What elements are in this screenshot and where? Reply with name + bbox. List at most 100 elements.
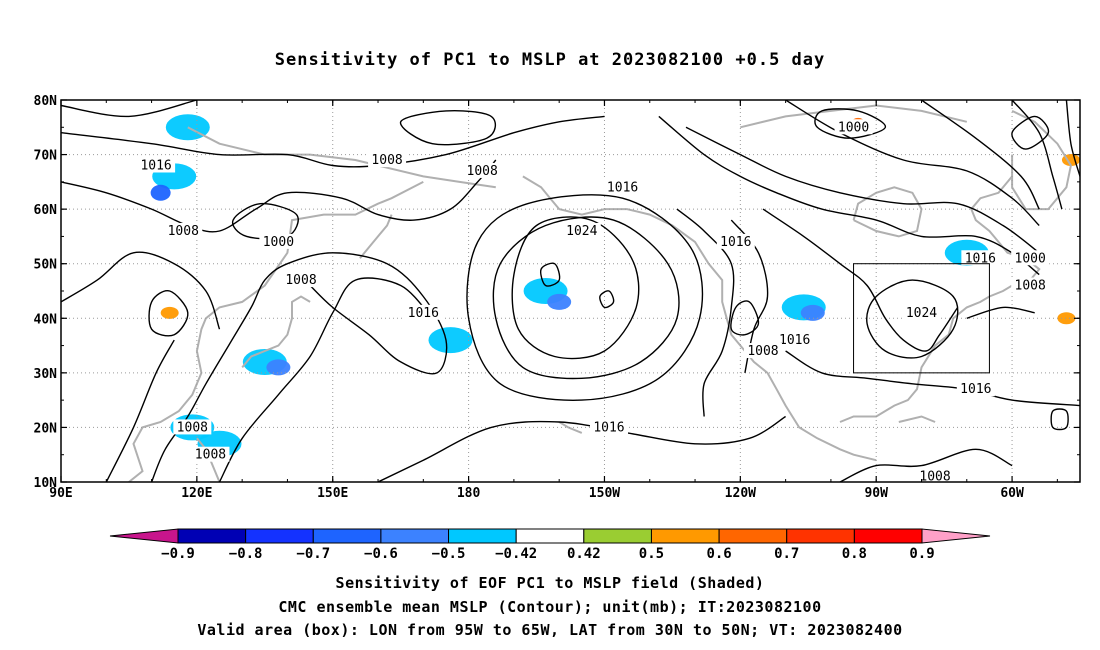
colorbar: −0.9 −0.8 −0.7 −0.6 −0.5 −0.42 0.42 0.5 0.6 0.7 0.… xyxy=(109,528,991,562)
contour-label-bg xyxy=(603,179,642,195)
mslp-contour-line xyxy=(685,126,1040,254)
valid-area-box xyxy=(853,263,990,374)
mslp-contour-line xyxy=(676,208,735,417)
colorbar-label: 0.8 xyxy=(842,546,867,562)
shaded-region xyxy=(150,184,171,201)
mslp-contour-line xyxy=(61,100,198,118)
contour-label: 1008 xyxy=(285,273,316,288)
colorbar-label: 0.6 xyxy=(706,546,731,562)
colorbar-label: −0.8 xyxy=(229,546,263,562)
y-tick-label: 50N xyxy=(34,258,58,273)
footer-line-3: Valid area (box): LON from 95W to 65W, L… xyxy=(197,621,903,639)
plot-background xyxy=(61,100,1080,482)
mslp-contour-line xyxy=(540,262,561,287)
colorbar-label: −0.42 xyxy=(495,546,537,562)
contour-label-bg xyxy=(562,222,601,238)
x-tick-label: 90E xyxy=(49,486,72,501)
mslp-contour-line xyxy=(218,277,433,482)
coastline-segment xyxy=(740,104,968,129)
contour-label-bg xyxy=(902,304,941,320)
colorbar-label: 0.9 xyxy=(909,546,934,562)
contour-label: 1008 xyxy=(919,470,950,485)
y-tick-label: 70N xyxy=(34,149,58,164)
mslp-contour-line xyxy=(1065,100,1080,177)
shaded-region xyxy=(1057,312,1076,325)
mslp-contour-line xyxy=(814,108,886,139)
mslp-contour-line xyxy=(966,306,1035,319)
mslp-contour-line xyxy=(231,202,299,240)
contour-label: 1016 xyxy=(607,180,638,195)
shaded-region xyxy=(800,304,825,321)
contour-label-bg xyxy=(164,222,203,238)
y-tick-label: 30N xyxy=(34,367,58,382)
contour-label-bg xyxy=(716,233,755,249)
colorbar-label: −0.9 xyxy=(161,546,195,562)
contour-label: 1008 xyxy=(371,153,402,168)
shaded-region xyxy=(428,327,473,354)
mslp-contour-line xyxy=(150,252,448,482)
colorbar-box xyxy=(718,528,788,544)
mslp-contour-line xyxy=(658,115,1040,276)
colorbar-label: −0.6 xyxy=(364,546,398,562)
chart-title: Sensitivity of PC1 to MSLP at 2023082100… xyxy=(274,50,826,70)
footer-line-1: Sensitivity of EOF PC1 to MSLP field (Sh… xyxy=(335,574,765,592)
x-tick-label: 150E xyxy=(317,486,348,501)
contour-label: 1008 xyxy=(747,344,778,359)
contour-label: 1016 xyxy=(140,158,171,173)
coastline-segment xyxy=(205,181,424,320)
coastline-segment xyxy=(839,175,1041,423)
contour-label-bg xyxy=(961,250,1000,266)
contour-label-bg xyxy=(368,152,407,168)
contour-label: 1008 xyxy=(195,448,226,463)
axis-ticks: 90E 120E 150E 180 150W 120W 90W 60W 10N 20N 30N 40N… xyxy=(34,94,1080,501)
contour-label: 1016 xyxy=(965,251,996,266)
mslp-contour-line xyxy=(511,216,640,360)
x-tick-label: 120W xyxy=(725,486,756,501)
x-tick-label: 150W xyxy=(589,486,620,501)
y-tick-label: 20N xyxy=(34,421,58,436)
mslp-contour-line xyxy=(377,415,786,482)
mslp-contour-line xyxy=(492,216,680,380)
contour-label-bg xyxy=(743,343,782,359)
contour-label-bg xyxy=(191,446,230,462)
contour-label: 1016 xyxy=(960,382,991,397)
colorbar-box xyxy=(853,528,923,544)
contour-label: 1016 xyxy=(593,420,624,435)
colorbar-label: 0.5 xyxy=(639,546,664,562)
mslp-contour-line xyxy=(921,100,1040,210)
contour-label-bg xyxy=(282,272,321,288)
mslp-contour-line xyxy=(399,109,497,146)
colorbar-box xyxy=(380,528,450,544)
colorbar-box xyxy=(650,528,720,544)
mslp-contour-line xyxy=(61,115,605,168)
x-tick-label: 120E xyxy=(181,486,212,501)
mslp-contour-line xyxy=(730,300,760,336)
x-tick-label: 60W xyxy=(1000,486,1024,501)
y-tick-label: 60N xyxy=(34,203,58,218)
mslp-contour-line xyxy=(762,208,959,352)
contour-label: 1024 xyxy=(566,224,597,239)
mslp-contour-line xyxy=(866,279,959,359)
contour-label: 1000 xyxy=(838,120,869,135)
mslp-contour-line xyxy=(1050,408,1069,431)
contour-label-bg xyxy=(1011,277,1050,293)
mslp-contour-line xyxy=(466,194,704,401)
mslp-contour-line xyxy=(148,289,189,337)
contour-label: 1024 xyxy=(906,306,937,321)
shaded-region xyxy=(547,293,572,310)
colorbar-arrow-left xyxy=(109,528,179,544)
mslp-contour-line xyxy=(785,350,1080,407)
mslp-contour-line xyxy=(61,251,221,330)
colorbar-label: −0.5 xyxy=(432,546,466,562)
contour-label-bg xyxy=(463,162,502,178)
mslp-contour-line xyxy=(599,290,615,309)
coastline-segment xyxy=(898,415,936,423)
contour-label: 1008 xyxy=(177,420,208,435)
contour-label-bg xyxy=(834,119,873,135)
contour-label: 1008 xyxy=(168,224,199,239)
contour-label: 1008 xyxy=(1015,279,1046,294)
colorbar-label: 0.7 xyxy=(774,546,799,562)
contour-label-bg xyxy=(916,468,955,484)
contour-label: 1000 xyxy=(263,235,294,250)
